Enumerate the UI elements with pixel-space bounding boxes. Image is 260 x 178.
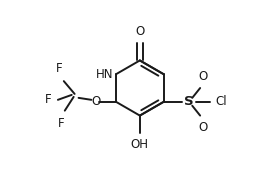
Text: OH: OH (131, 138, 149, 151)
Text: O: O (92, 95, 101, 108)
Text: F: F (56, 62, 62, 75)
Text: Cl: Cl (215, 95, 226, 108)
Text: F: F (57, 117, 64, 130)
Text: S: S (185, 95, 194, 108)
Text: F: F (45, 93, 52, 106)
Text: HN: HN (95, 68, 113, 81)
Text: O: O (198, 70, 208, 83)
Text: O: O (198, 121, 208, 134)
Text: O: O (135, 25, 145, 38)
